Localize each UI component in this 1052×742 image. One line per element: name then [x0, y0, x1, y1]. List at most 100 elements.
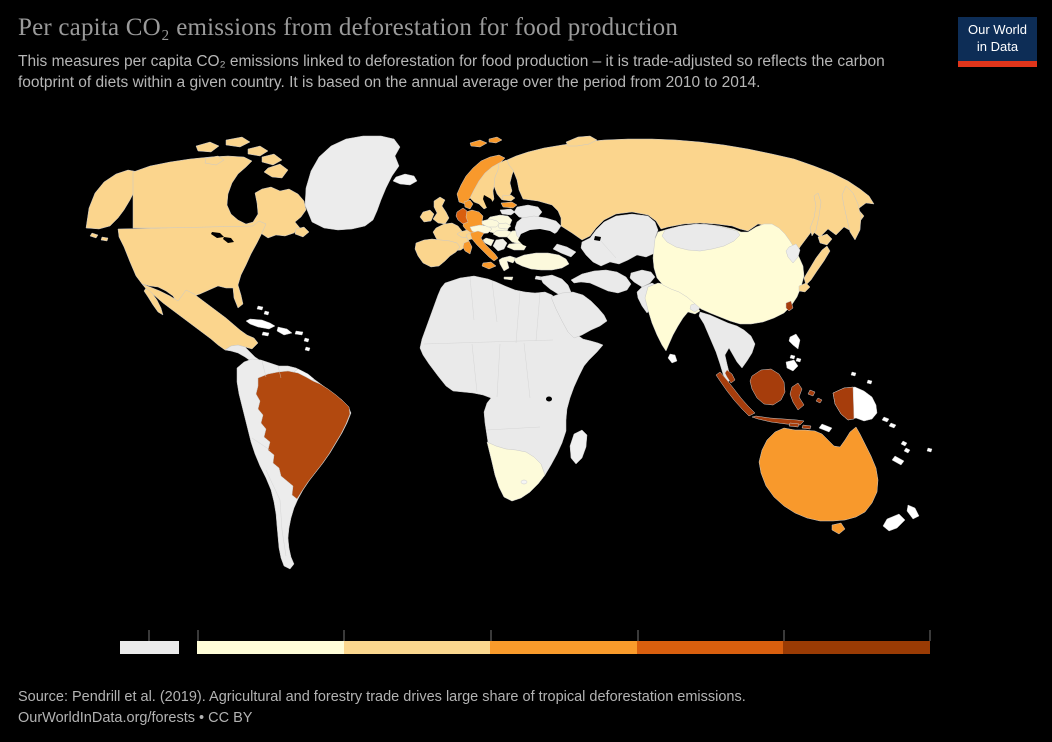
owid-logo-line2: in Data — [976, 39, 1019, 54]
caucasus[interactable] — [552, 243, 577, 258]
license-text: OurWorldInData.org/forests • CC BY — [18, 710, 253, 726]
svalbard[interactable] — [469, 136, 503, 148]
legend-tick — [148, 630, 150, 641]
country-iran[interactable] — [570, 269, 632, 294]
tasmania[interactable] — [831, 522, 846, 535]
legend-bin-4[interactable] — [636, 641, 784, 654]
timor[interactable] — [818, 423, 833, 433]
country-afghanistan[interactable] — [629, 269, 656, 288]
chart-footer: Source: Pendrill et al. (2019). Agricult… — [18, 687, 746, 729]
canada-arctic-islands[interactable] — [195, 136, 289, 179]
country-denmark[interactable] — [463, 199, 474, 210]
aleutian-islands[interactable] — [89, 232, 109, 242]
country-cuba[interactable] — [245, 318, 276, 330]
legend-tick — [490, 630, 492, 641]
country-australia[interactable] — [758, 426, 879, 522]
country-ireland[interactable] — [419, 209, 435, 223]
corsica[interactable] — [465, 232, 473, 241]
country-iceland[interactable] — [392, 173, 418, 186]
hispaniola[interactable] — [276, 326, 293, 336]
country-bulgaria[interactable] — [506, 242, 528, 251]
chart-header: Per capita CO₂ emissions from deforestat… — [18, 14, 948, 93]
country-slovakia[interactable] — [497, 222, 512, 230]
baltic-sea — [483, 195, 498, 221]
country-madagascar[interactable] — [569, 429, 588, 465]
country-canada[interactable] — [132, 155, 307, 239]
mainland-se-asia[interactable] — [698, 311, 756, 384]
sulawesi[interactable] — [789, 382, 805, 411]
map-legend — [0, 629, 1052, 655]
great-lakes — [211, 232, 234, 243]
country-borders — [251, 239, 617, 557]
caribbean-islands[interactable] — [256, 305, 311, 352]
iberia[interactable] — [414, 238, 461, 268]
java[interactable] — [751, 415, 805, 426]
japan-kyushu[interactable] — [798, 282, 811, 293]
legend-tick — [929, 630, 931, 641]
benelux[interactable] — [455, 207, 469, 225]
philippines-mindanao[interactable] — [785, 359, 799, 372]
nz-north-island[interactable] — [906, 504, 920, 520]
japan-hokkaido[interactable] — [817, 233, 833, 246]
legend-bin-2[interactable] — [343, 641, 491, 654]
country-south-africa[interactable] — [486, 441, 546, 502]
black-sea — [518, 229, 557, 248]
landmasses — [85, 135, 933, 570]
legend-tick — [343, 630, 345, 641]
legend-bin-5[interactable] — [783, 641, 930, 654]
baja-california[interactable] — [143, 287, 164, 316]
country-turkey[interactable] — [513, 252, 570, 271]
source-text: Source: Pendrill et al. (2019). Agricult… — [18, 689, 746, 705]
pacific-islands[interactable] — [850, 371, 933, 466]
chart-subtitle: This measures per capita CO₂ emissions l… — [18, 53, 885, 91]
philippines-visayas[interactable] — [789, 354, 802, 363]
sardinia[interactable] — [462, 240, 473, 255]
country-taiwan[interactable] — [785, 300, 794, 312]
peninsular-malaysia[interactable] — [724, 369, 736, 384]
moluccas[interactable] — [807, 389, 823, 404]
novaya-zemlya[interactable] — [565, 135, 598, 147]
country-italy[interactable] — [468, 230, 499, 262]
country-sri-lanka[interactable] — [667, 353, 678, 364]
country-mongolia[interactable] — [661, 223, 741, 252]
lesser-sunda[interactable] — [788, 422, 812, 430]
legend-bin-1[interactable] — [197, 641, 344, 654]
newfoundland[interactable] — [294, 226, 310, 238]
country-greenland[interactable] — [304, 135, 401, 231]
legend-color-bar — [197, 641, 930, 654]
country-serbia[interactable] — [492, 238, 508, 252]
country-estonia[interactable] — [501, 194, 516, 202]
country-mexico[interactable] — [141, 283, 259, 351]
nz-south-island[interactable] — [882, 513, 906, 532]
aral-sea — [594, 236, 601, 241]
country-czechia[interactable] — [481, 218, 501, 228]
sumatra[interactable] — [715, 371, 756, 417]
legend-tick — [197, 630, 199, 641]
legend-bin-3[interactable] — [490, 641, 637, 654]
country-lithuania[interactable] — [499, 208, 516, 216]
country-brazil[interactable] — [255, 370, 351, 500]
country-croatia[interactable] — [482, 237, 495, 247]
borneo[interactable] — [749, 368, 786, 406]
legend-tick — [637, 630, 639, 641]
chart-title: Per capita CO₂ emissions from deforestat… — [18, 14, 679, 41]
papua-indonesia[interactable] — [832, 386, 855, 421]
philippines-luzon[interactable] — [788, 333, 801, 350]
country-uk[interactable] — [432, 196, 450, 225]
lake-victoria — [546, 396, 552, 402]
legend-tick — [783, 630, 785, 641]
kamchatka[interactable] — [841, 185, 862, 241]
sicily[interactable] — [481, 261, 497, 270]
legend-no-data-swatch[interactable] — [120, 641, 179, 654]
owid-logo-line1: Our World — [968, 22, 1027, 37]
sakhalin[interactable] — [809, 192, 822, 237]
japan-honshu[interactable] — [803, 245, 831, 286]
country-greece[interactable] — [498, 255, 517, 281]
arabian-peninsula[interactable] — [550, 291, 608, 339]
country-latvia[interactable] — [500, 201, 518, 209]
korean-peninsula[interactable] — [785, 243, 801, 264]
owid-logo[interactable]: Our World in Data — [958, 17, 1037, 67]
country-lesotho[interactable] — [520, 479, 528, 485]
